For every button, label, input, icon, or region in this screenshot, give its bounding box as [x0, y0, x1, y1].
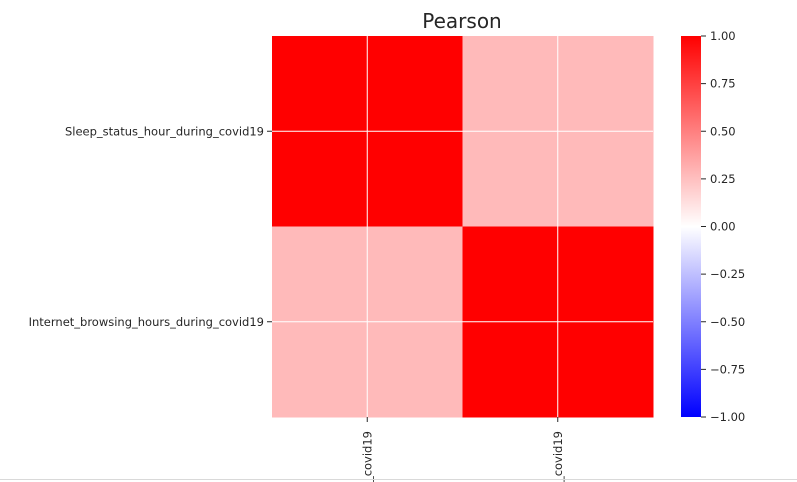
- colorbar-tick-label: 1.00: [710, 29, 736, 43]
- bottom-divider: [0, 479, 797, 480]
- colorbar-tick-label: 0.00: [710, 220, 736, 234]
- column-labels: _covid19 _covid19: [360, 417, 565, 482]
- heatmap-cells: [272, 36, 654, 418]
- colorbar-tick-label: −0.75: [710, 362, 745, 376]
- colorbar-tick-label: −1.00: [710, 410, 745, 424]
- colorbar-tick-label: 0.75: [710, 77, 736, 91]
- colorbar-tick-label: 0.25: [710, 172, 736, 186]
- row-tick-label: Sleep_status_hour_during_covid19: [65, 124, 264, 138]
- colorbar-tick-label: −0.25: [710, 267, 745, 281]
- column-tick-label: _covid19: [360, 431, 374, 482]
- colorbar-tick-label: −0.50: [710, 315, 745, 329]
- colorbar-ticks: 1.00 0.75 0.50 0.25 0.00 −0.25 −0.50 −0.75 −1.00: [701, 29, 745, 424]
- column-tick-label: _covid19: [551, 431, 565, 482]
- colorbar-tick-label: 0.50: [710, 124, 736, 138]
- colorbar: [681, 36, 701, 417]
- chart-title: Pearson: [422, 9, 501, 33]
- row-tick-label: Internet_browsing_hours_during_covid19: [29, 315, 264, 329]
- heatmap-gridlines: [272, 36, 653, 417]
- row-labels: Sleep_status_hour_during_covid19 Internet…: [29, 124, 272, 329]
